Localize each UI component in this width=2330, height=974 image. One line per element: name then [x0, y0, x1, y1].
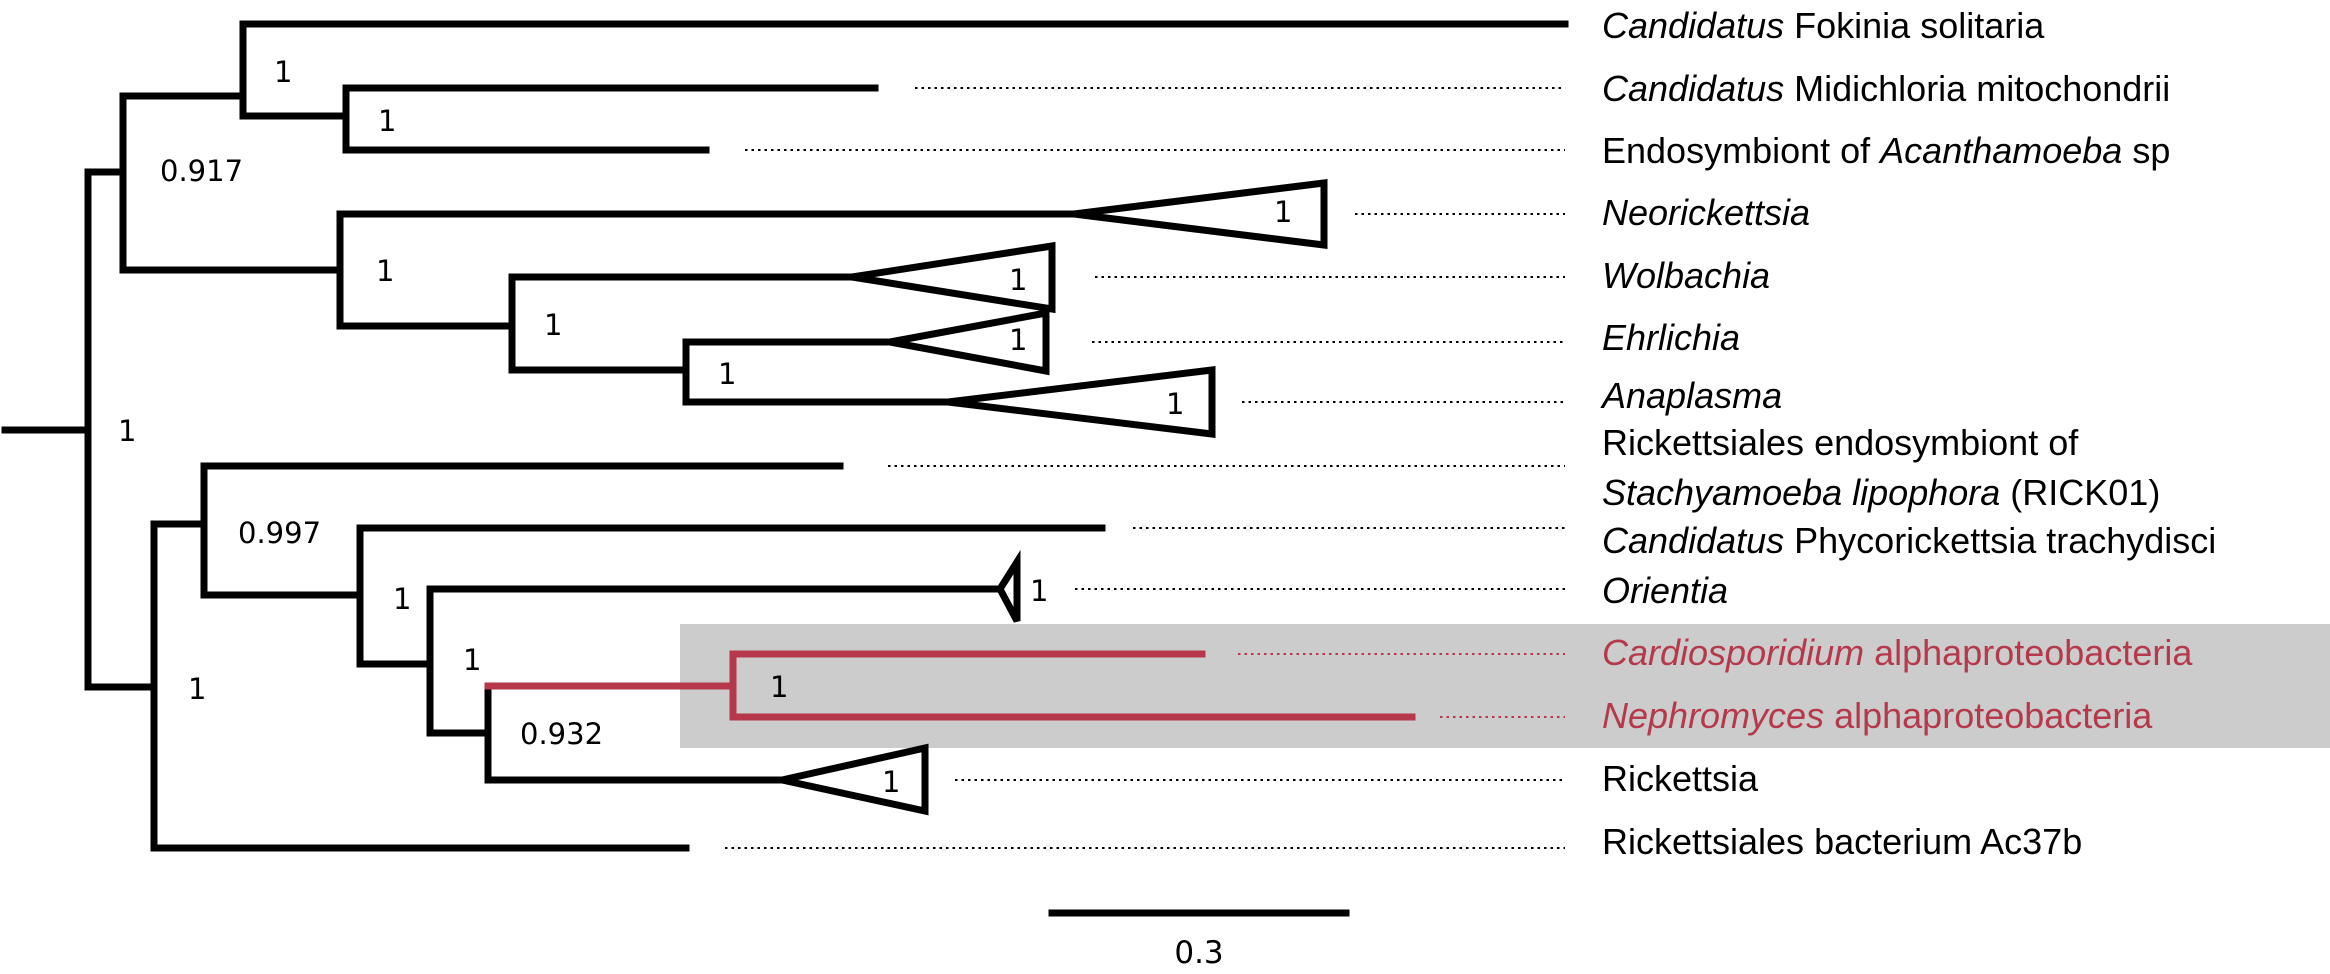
- scale-bar: 0.3: [1048, 909, 1350, 971]
- taxon-cardiosporidium: Cardiosporidium alphaproteobacteria: [1602, 632, 2193, 673]
- leader-lines: [725, 87, 1565, 849]
- support-upper-clade: 0.917: [160, 154, 243, 188]
- highlighted-branches: [484, 650, 1416, 721]
- support-wolbachia: 1: [1009, 263, 1027, 297]
- taxon-endosymbiont-acanthamoeba: Endosymbiont of Acanthamoeba sp: [1602, 130, 2170, 171]
- taxon-ehrlichia: Ehrlichia: [1602, 317, 1740, 358]
- taxon-anaplasma: Anaplasma: [1600, 375, 1782, 416]
- collapsed-clade-orientia: [995, 549, 1021, 623]
- support-neorickettsia: 1: [1274, 195, 1292, 229]
- support-rickettsia: 1: [882, 765, 900, 799]
- taxon-orientia: Orientia: [1602, 570, 1728, 611]
- support-ehrlichia-anaplasma: 1: [718, 357, 736, 391]
- taxon-neorickettsia: Neorickettsia: [1602, 192, 1810, 233]
- taxon-rickettsia: Rickettsia: [1602, 758, 1759, 799]
- collapsed-clade-neorickettsia: [1073, 179, 1328, 249]
- support-rickettsia-clade: 0.932: [520, 717, 603, 751]
- taxon-stachyamoeba-line1: Rickettsiales endosymbiont of: [1602, 422, 2079, 463]
- taxon-fokinia-solitaria: Candidatus Fokinia solitaria: [1602, 5, 2045, 46]
- support-cardiosporidium-nephromyces: 1: [770, 670, 788, 704]
- highlight-box: [680, 624, 2330, 748]
- support-anaplasmataceae: 1: [376, 254, 394, 288]
- taxon-nephromyces: Nephromyces alphaproteobacteria: [1602, 695, 2153, 736]
- taxon-midichloria-mitochondrii: Candidatus Midichloria mitochondrii: [1602, 68, 2170, 109]
- taxon-ac37b: Rickettsiales bacterium Ac37b: [1602, 821, 2082, 862]
- collapsed-clade-anaplasma: [947, 366, 1216, 438]
- support-wolbachia-group: 1: [544, 308, 562, 342]
- collapsed-clade-rickettsia: [781, 743, 929, 816]
- support-anaplasma: 1: [1166, 387, 1184, 421]
- support-fokinia-clade: 1: [274, 55, 292, 89]
- support-phycorickettsia-clade: 1: [393, 582, 411, 616]
- branches: [1, 20, 1569, 852]
- support-orientia-clade: 1: [463, 643, 481, 677]
- taxon-stachyamoeba-line2: Stachyamoeba lipophora (RICK01): [1602, 472, 2160, 513]
- support-ehrlichia: 1: [1009, 323, 1027, 357]
- support-lower-clade: 1: [188, 672, 206, 706]
- collapsed-clades: [781, 179, 1328, 816]
- collapsed-clade-ehrlichia: [889, 308, 1050, 376]
- support-orientia: 1: [1030, 574, 1048, 608]
- support-values: 1 1 0.917 1 1 1 1 1 1 1 1 1 0.997 1 1 1 …: [118, 55, 1292, 799]
- support-stachyamoeba-clade: 0.997: [238, 516, 321, 550]
- taxon-wolbachia: Wolbachia: [1602, 255, 1770, 296]
- scale-bar-label: 0.3: [1174, 935, 1223, 971]
- support-root-split: 1: [118, 414, 136, 448]
- taxon-labels: Candidatus Fokinia solitaria Candidatus …: [1600, 5, 2216, 862]
- support-midichloria-clade: 1: [378, 104, 396, 138]
- collapsed-clade-wolbachia: [851, 241, 1056, 314]
- taxon-phycorickettsia-trachydisci: Candidatus Phycorickettsia trachydisci: [1602, 520, 2216, 561]
